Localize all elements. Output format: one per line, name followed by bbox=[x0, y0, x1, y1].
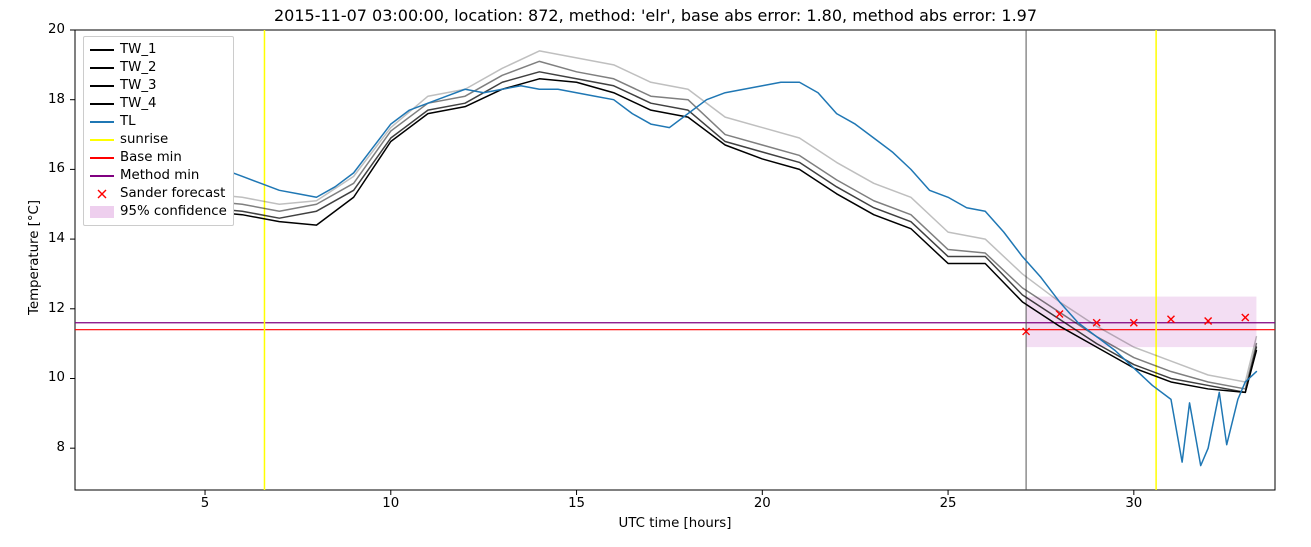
legend-label: Base min bbox=[120, 149, 182, 167]
legend-label: Sander forecast bbox=[120, 185, 225, 203]
legend-entry: TW_2 bbox=[90, 59, 227, 77]
legend: TW_1TW_2TW_3TW_4TLsunriseBase minMethod … bbox=[83, 36, 234, 226]
tick-label: 20 bbox=[754, 496, 771, 511]
tick-label: 12 bbox=[48, 301, 65, 316]
plot-area bbox=[75, 30, 1275, 490]
tick-label: 15 bbox=[568, 496, 585, 511]
y-axis-label: Temperature [°C] bbox=[27, 200, 42, 315]
tick-label: 16 bbox=[48, 161, 65, 176]
legend-label: sunrise bbox=[120, 131, 168, 149]
figure: 2015-11-07 03:00:00, location: 872, meth… bbox=[0, 0, 1311, 547]
x-axis-label: UTC time [hours] bbox=[619, 516, 732, 531]
legend-label: Method min bbox=[120, 167, 199, 185]
legend-swatch bbox=[90, 169, 114, 183]
tick-label: 18 bbox=[48, 92, 65, 107]
tick-label: 20 bbox=[48, 22, 65, 37]
chart-title: 2015-11-07 03:00:00, location: 872, meth… bbox=[0, 6, 1311, 25]
legend-label: TW_2 bbox=[120, 59, 156, 77]
legend-entry: Sander forecast bbox=[90, 185, 227, 203]
legend-entry: TL bbox=[90, 113, 227, 131]
legend-swatch bbox=[90, 133, 114, 147]
tick-label: 30 bbox=[1125, 496, 1142, 511]
legend-entry: sunrise bbox=[90, 131, 227, 149]
tick-label: 14 bbox=[48, 231, 65, 246]
legend-label: TL bbox=[120, 113, 136, 131]
legend-entry: TW_3 bbox=[90, 77, 227, 95]
legend-entry: Base min bbox=[90, 149, 227, 167]
tick-label: 10 bbox=[48, 370, 65, 385]
legend-swatch bbox=[90, 61, 114, 75]
legend-label: TW_1 bbox=[120, 41, 156, 59]
tick-label: 25 bbox=[940, 496, 957, 511]
legend-swatch bbox=[90, 151, 114, 165]
tick-label: 8 bbox=[57, 440, 65, 455]
tick-label: 5 bbox=[201, 496, 209, 511]
legend-label: 95% confidence bbox=[120, 203, 227, 221]
legend-swatch bbox=[90, 187, 114, 201]
legend-swatch bbox=[90, 205, 114, 219]
legend-entry: TW_4 bbox=[90, 95, 227, 113]
legend-swatch bbox=[90, 97, 114, 111]
tick-label: 10 bbox=[382, 496, 399, 511]
legend-swatch bbox=[90, 43, 114, 57]
legend-entry: 95% confidence bbox=[90, 203, 227, 221]
legend-label: TW_4 bbox=[120, 95, 156, 113]
legend-label: TW_3 bbox=[120, 77, 156, 95]
legend-entry: TW_1 bbox=[90, 41, 227, 59]
legend-swatch bbox=[90, 115, 114, 129]
legend-entry: Method min bbox=[90, 167, 227, 185]
legend-swatch bbox=[90, 79, 114, 93]
